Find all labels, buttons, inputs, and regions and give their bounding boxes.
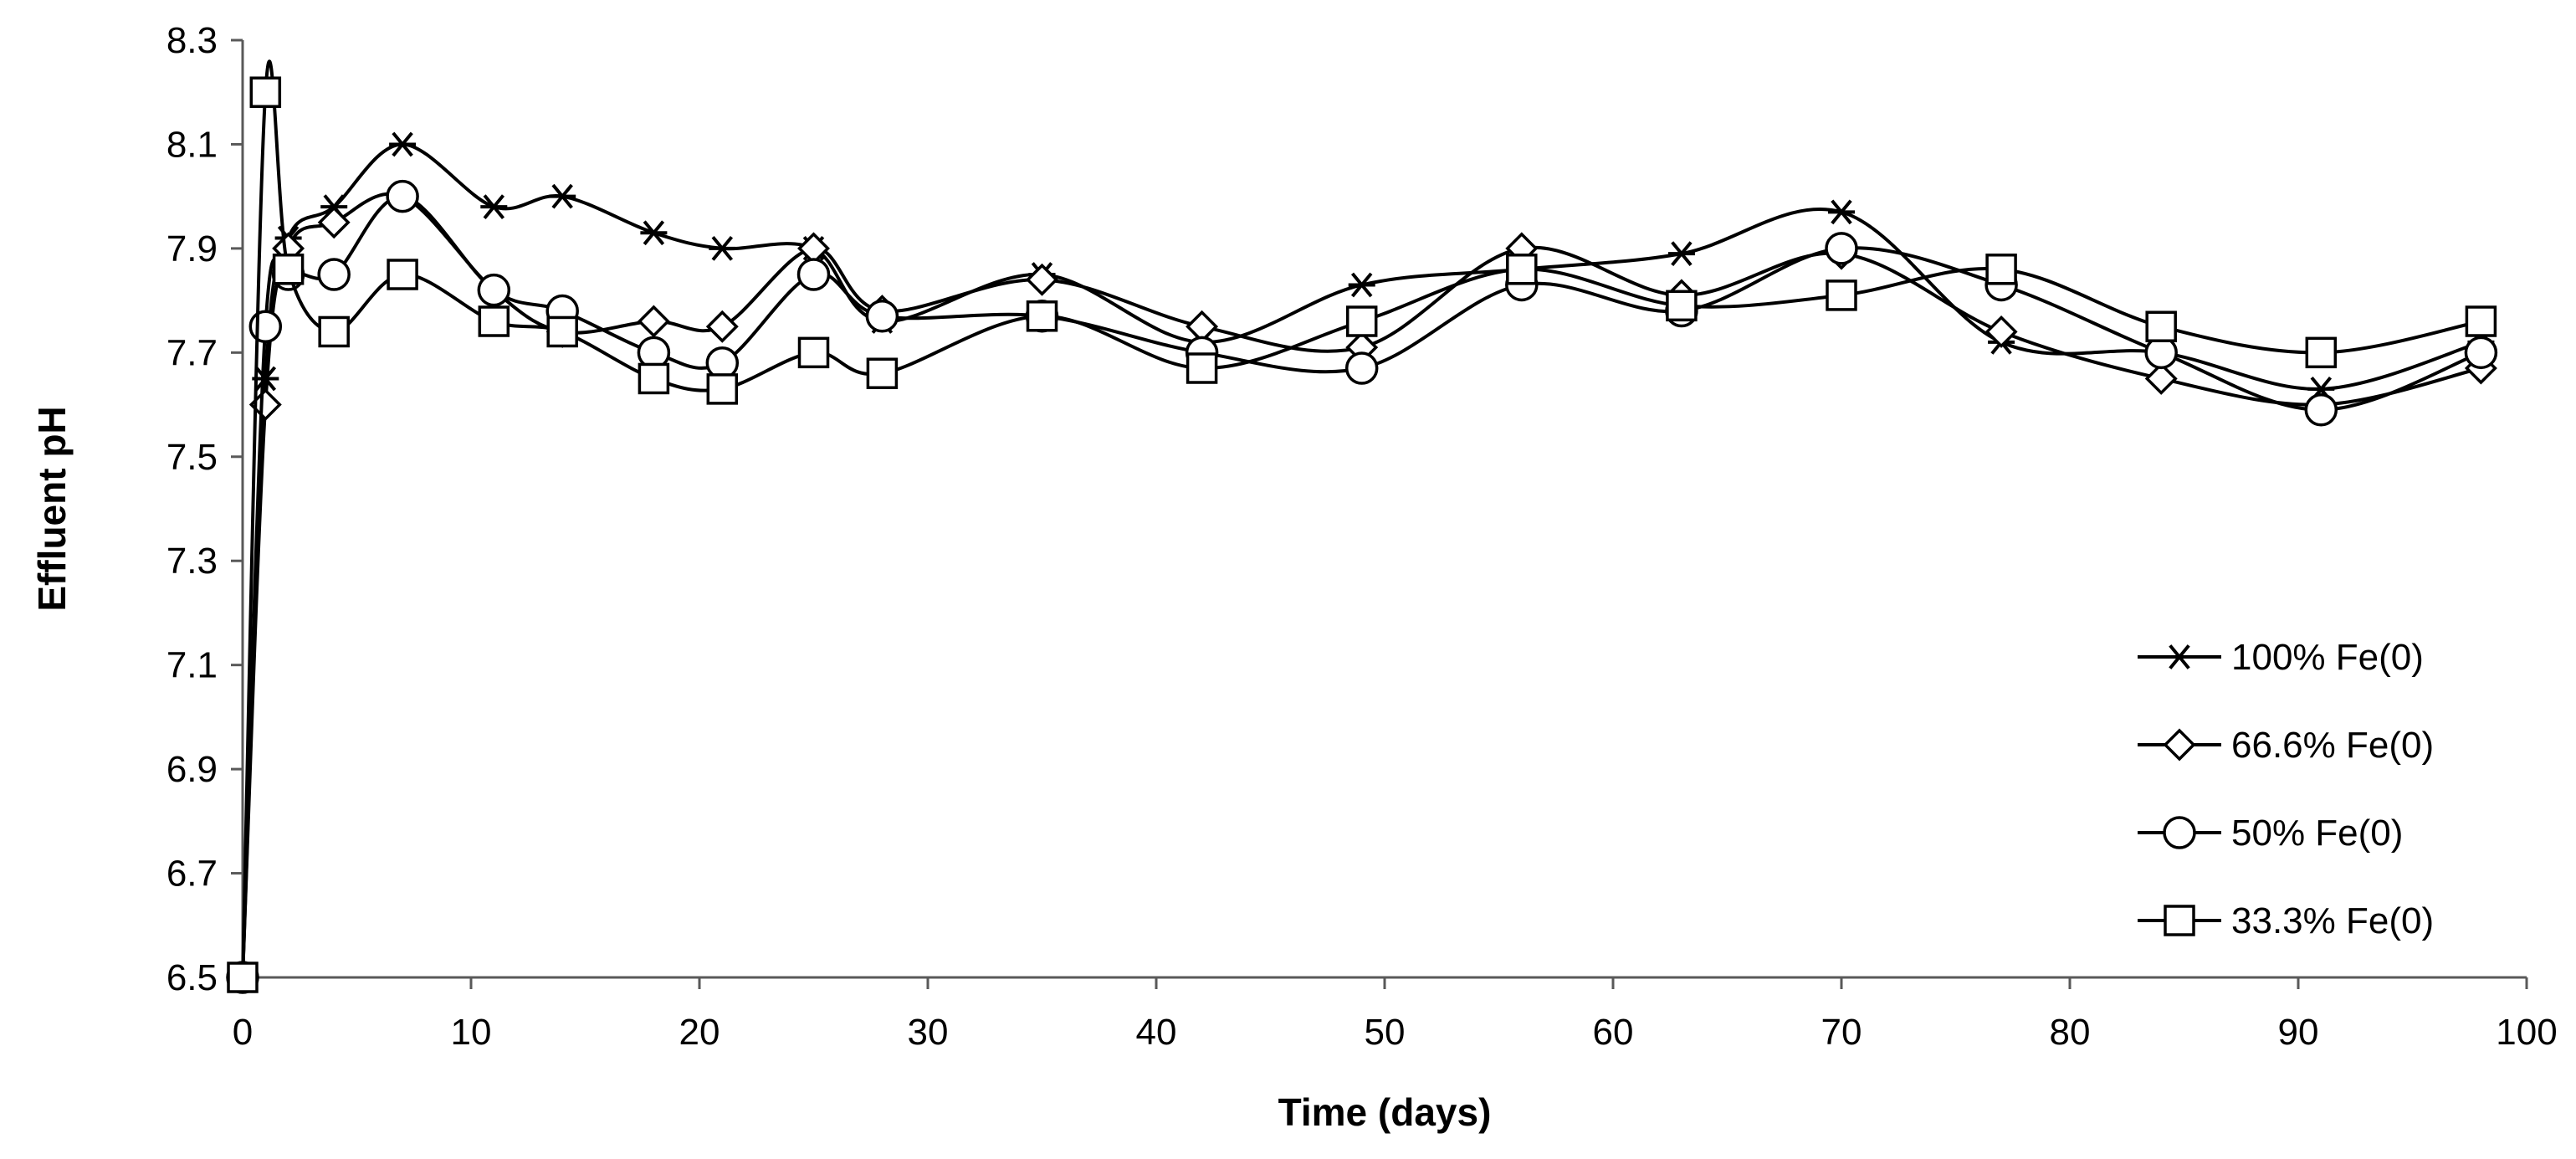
y-tick-label: 8.1	[166, 124, 218, 165]
data-point-square	[1345, 305, 1378, 337]
data-point-diamond	[317, 206, 351, 239]
x-tick-label: 50	[1365, 1012, 1406, 1053]
data-point-square	[227, 962, 259, 993]
x-tick-label: 30	[908, 1012, 949, 1053]
series-group	[226, 59, 2498, 994]
y-tick-label: 7.1	[166, 645, 218, 686]
y-axis-title: Effluent pH	[30, 406, 74, 611]
data-point-square	[1666, 290, 1698, 322]
x-tick-label: 10	[451, 1012, 492, 1053]
legend-marker-square	[2164, 905, 2195, 936]
y-tick-label: 7.3	[166, 541, 218, 582]
x-tick-label: 40	[1136, 1012, 1177, 1053]
data-point-star	[1828, 199, 1855, 225]
y-tick-label: 7.9	[166, 228, 218, 269]
data-point-diamond	[705, 310, 739, 343]
series-square	[227, 59, 2497, 993]
data-point-square	[1506, 254, 1538, 285]
legend-marker-diamond	[2163, 728, 2196, 762]
data-point-diamond	[1984, 315, 2018, 348]
legend-label: 66.6% Fe(0)	[2231, 725, 2434, 766]
data-point-star	[389, 131, 417, 157]
y-tick-label: 6.9	[166, 749, 218, 790]
data-point-diamond	[637, 305, 670, 338]
series-line	[241, 142, 2481, 978]
data-point-circle	[2464, 336, 2498, 370]
data-point-circle	[1344, 351, 1379, 385]
data-point-star	[480, 194, 508, 219]
data-point-star	[709, 236, 736, 261]
x-tick-label: 20	[679, 1012, 720, 1053]
data-point-square	[546, 315, 578, 348]
x-axis-title: Time (days)	[1278, 1090, 1492, 1134]
x-tick-label: 90	[2278, 1012, 2319, 1053]
data-point-star	[1348, 272, 1375, 298]
data-point-circle	[1825, 232, 1858, 265]
x-tick-label: 80	[2050, 1012, 2091, 1053]
data-point-square	[478, 305, 510, 337]
data-point-square	[638, 362, 670, 395]
series-star	[229, 131, 2495, 990]
data-point-circle	[386, 179, 419, 213]
data-point-square	[1826, 279, 1857, 311]
data-point-diamond	[2144, 362, 2178, 395]
series-line	[241, 59, 2481, 978]
series-line	[241, 194, 2482, 978]
y-tick-label: 7.5	[166, 437, 218, 478]
legend-item: 50% Fe(0)	[2138, 813, 2403, 854]
legend-item: 100% Fe(0)	[2138, 637, 2424, 678]
data-point-star	[1667, 241, 1695, 266]
data-point-star	[640, 220, 668, 246]
legend-marker-circle	[2163, 816, 2196, 849]
series-circle	[226, 179, 2498, 994]
data-point-circle	[865, 300, 899, 333]
data-point-square	[1186, 352, 1218, 384]
ticks: 6.5 6.7 6.9 7.1 7.3 7.5 7.7 7.9 8.1 8.3 0 10 20 30 40 5…	[166, 20, 2558, 1053]
data-point-square	[1985, 254, 2017, 285]
data-point-square	[272, 254, 305, 285]
data-point-square	[249, 76, 282, 108]
data-point-square	[2305, 336, 2338, 369]
y-tick-label: 8.3	[166, 20, 218, 61]
legend-item: 33.3% Fe(0)	[2138, 900, 2434, 941]
x-tick-label: 70	[1821, 1012, 1862, 1053]
x-tick-label: 60	[1593, 1012, 1634, 1053]
data-point-circle	[248, 310, 283, 343]
data-point-circle	[796, 258, 831, 291]
legend-item: 66.6% Fe(0)	[2138, 725, 2434, 766]
y-tick-label: 7.7	[166, 332, 218, 373]
y-tick-label: 6.7	[166, 854, 218, 895]
legend-label: 50% Fe(0)	[2231, 813, 2403, 854]
data-point-circle	[477, 273, 511, 307]
data-point-square	[387, 259, 418, 290]
x-tick-label: 0	[233, 1012, 253, 1053]
data-point-square	[318, 315, 350, 348]
legend-label: 33.3% Fe(0)	[2231, 900, 2434, 941]
data-point-square	[2145, 310, 2177, 342]
legend: 100% Fe(0) 66.6% Fe(0) 50% Fe(0) 33.3% Fe(0…	[2138, 637, 2434, 941]
data-point-diamond	[1026, 263, 1058, 296]
y-tick-label: 6.5	[166, 957, 218, 998]
data-point-circle	[317, 258, 351, 291]
data-point-square	[706, 373, 739, 405]
legend-marker-star	[2166, 644, 2193, 669]
legend-label: 100% Fe(0)	[2231, 637, 2424, 678]
x-tick-label: 100	[2496, 1012, 2557, 1053]
data-point-star	[549, 183, 576, 209]
data-point-square	[2465, 305, 2497, 337]
data-point-square	[797, 336, 830, 369]
data-point-square	[1026, 300, 1058, 332]
data-point-square	[866, 357, 899, 389]
data-point-circle	[2304, 393, 2338, 427]
